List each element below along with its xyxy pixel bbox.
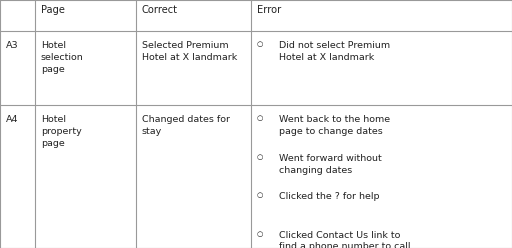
Text: Correct: Correct bbox=[142, 5, 178, 15]
Text: Went forward without
changing dates: Went forward without changing dates bbox=[279, 154, 382, 175]
Text: Selected Premium
Hotel at X landmark: Selected Premium Hotel at X landmark bbox=[142, 41, 237, 62]
Text: Changed dates for
stay: Changed dates for stay bbox=[142, 115, 230, 136]
Text: Hotel
selection
page: Hotel selection page bbox=[41, 41, 83, 73]
Text: Error: Error bbox=[257, 5, 281, 15]
Text: ○: ○ bbox=[257, 154, 263, 160]
Text: ○: ○ bbox=[257, 192, 263, 198]
Text: ○: ○ bbox=[257, 41, 263, 47]
Text: Page: Page bbox=[41, 5, 65, 15]
Text: ○: ○ bbox=[257, 231, 263, 237]
Text: A3: A3 bbox=[6, 41, 19, 50]
Text: Went back to the home
page to change dates: Went back to the home page to change dat… bbox=[279, 115, 390, 136]
Text: Hotel
property
page: Hotel property page bbox=[41, 115, 82, 148]
Text: Clicked the ? for help: Clicked the ? for help bbox=[279, 192, 379, 201]
Text: ○: ○ bbox=[257, 115, 263, 121]
Text: Clicked Contact Us link to
find a phone number to call
to make the reservation: Clicked Contact Us link to find a phone … bbox=[279, 231, 411, 248]
Text: A4: A4 bbox=[6, 115, 18, 124]
Text: Did not select Premium
Hotel at X landmark: Did not select Premium Hotel at X landma… bbox=[279, 41, 390, 62]
